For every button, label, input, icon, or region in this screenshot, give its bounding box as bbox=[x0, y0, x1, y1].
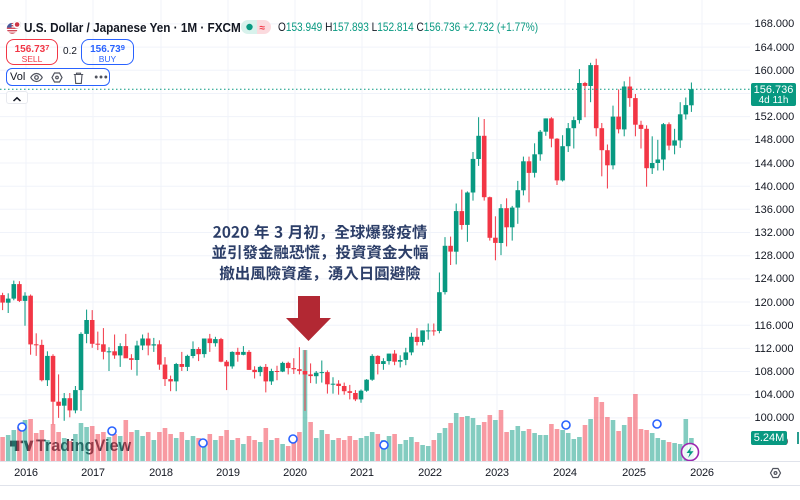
svg-text:≈: ≈ bbox=[260, 23, 266, 34]
svg-text:TradingView: TradingView bbox=[36, 437, 131, 455]
